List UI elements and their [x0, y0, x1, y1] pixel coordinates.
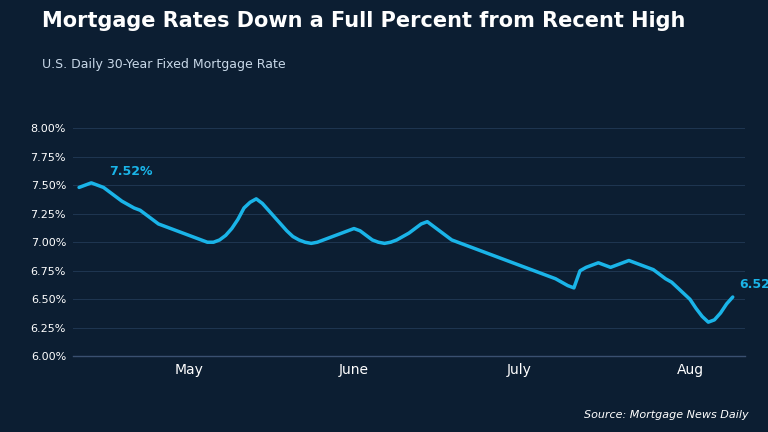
Text: U.S. Daily 30-Year Fixed Mortgage Rate: U.S. Daily 30-Year Fixed Mortgage Rate: [42, 58, 286, 71]
Text: 6.52%: 6.52%: [739, 278, 768, 291]
Text: 7.52%: 7.52%: [110, 165, 153, 178]
Text: Source: Mortgage News Daily: Source: Mortgage News Daily: [584, 410, 749, 420]
Text: Mortgage Rates Down a Full Percent from Recent High: Mortgage Rates Down a Full Percent from …: [42, 11, 686, 31]
